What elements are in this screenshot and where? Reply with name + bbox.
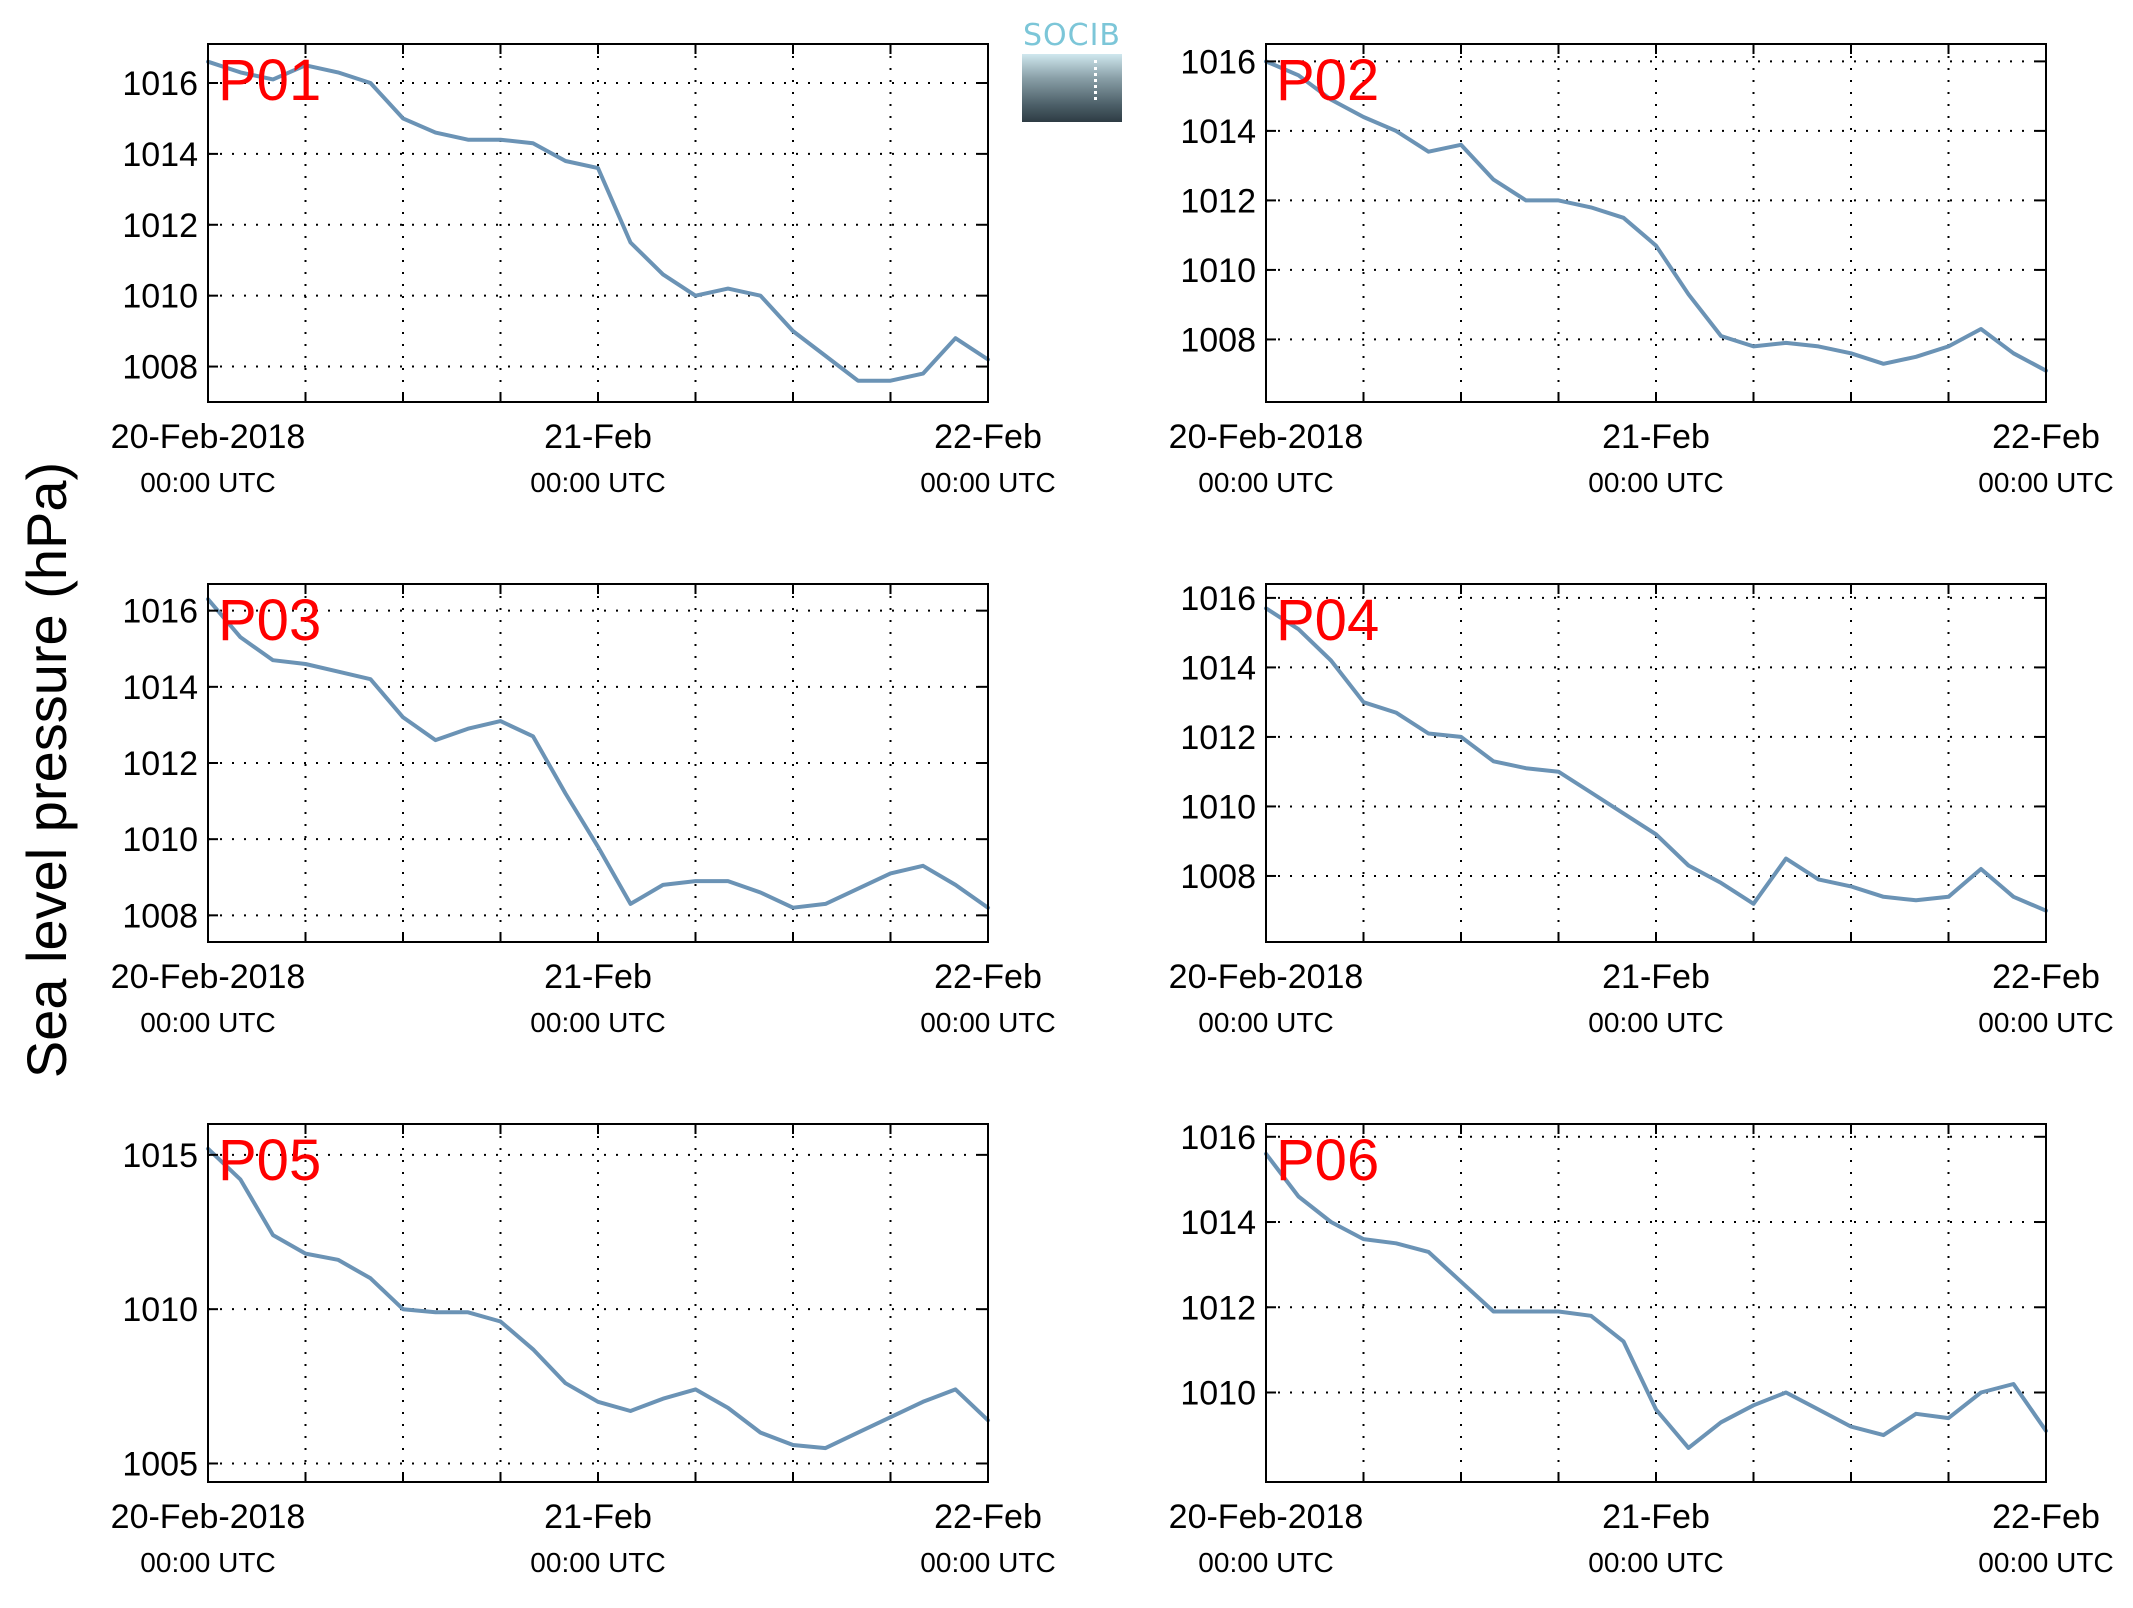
x-tick-time-label: 00:00 UTC — [530, 467, 665, 498]
y-tick-label: 1016 — [1180, 580, 1256, 618]
logo-graphic — [1022, 54, 1122, 122]
y-tick-label: 1014 — [122, 669, 198, 707]
x-tick-time-label: 00:00 UTC — [920, 1007, 1055, 1038]
y-tick-label: 1014 — [122, 136, 198, 174]
plot-frame — [207, 583, 989, 943]
plot-frame — [207, 43, 989, 403]
y-tick-label: 1010 — [122, 278, 198, 316]
logo-dots — [1094, 60, 1097, 100]
x-tick-time-label: 00:00 UTC — [1588, 1547, 1723, 1578]
panel-p02: 1008 1010 1012 1014 1016 20-Feb-2018 00:00 UTC… — [1169, 43, 2114, 498]
x-tick-time-label: 00:00 UTC — [1588, 467, 1723, 498]
x-tick-label: 21-Feb — [1602, 1498, 1710, 1536]
x-tick-label: 22-Feb — [934, 958, 1042, 996]
y-tick-label: 1008 — [122, 349, 198, 387]
x-tick-time-label: 00:00 UTC — [920, 467, 1055, 498]
y-tick-label: 1012 — [122, 207, 198, 245]
x-tick-time-label: 00:00 UTC — [1198, 467, 1333, 498]
y-tick-label: 1014 — [1180, 1204, 1256, 1242]
series-line — [1264, 1151, 2048, 1450]
x-tick-label: 20-Feb-2018 — [111, 958, 306, 996]
x-tick-label: 22-Feb — [934, 418, 1042, 456]
y-axis-label: Sea level pressure (hPa) — [15, 462, 78, 1078]
panel-label: P01 — [218, 48, 321, 113]
x-tick-time-label: 00:00 UTC — [140, 467, 275, 498]
series-line — [206, 1146, 990, 1451]
x-tick-label: 22-Feb — [1992, 1498, 2100, 1536]
y-tick-label: 1016 — [122, 593, 198, 631]
y-tick-label: 1012 — [1180, 719, 1256, 757]
y-tick-label: 1016 — [1180, 1119, 1256, 1157]
x-tick-label: 22-Feb — [934, 1498, 1042, 1536]
y-tick-label: 1014 — [1180, 649, 1256, 687]
logo-text: SOCIB — [1022, 18, 1122, 53]
panel-label: P05 — [218, 1128, 321, 1193]
panel-label: P06 — [1276, 1128, 1379, 1193]
panel-p01: 1008 1010 1012 1014 1016 20-Feb-2018 00:00 UTC… — [111, 43, 1056, 498]
x-tick-label: 20-Feb-2018 — [1169, 958, 1364, 996]
y-tick-label: 1008 — [1180, 321, 1256, 359]
panel-p06: 1010 1012 1014 1016 20-Feb-2018 00:00 UTC 21-F… — [1169, 1119, 2114, 1578]
x-tick-label: 21-Feb — [544, 958, 652, 996]
y-tick-label: 1010 — [1180, 788, 1256, 826]
y-tick-label: 1010 — [122, 821, 198, 859]
x-tick-time-label: 00:00 UTC — [140, 1547, 275, 1578]
panel-label: P04 — [1276, 588, 1379, 653]
x-tick-time-label: 00:00 UTC — [1198, 1547, 1333, 1578]
x-tick-label: 20-Feb-2018 — [111, 418, 306, 456]
y-tick-label: 1016 — [1180, 43, 1256, 81]
x-tick-label: 21-Feb — [544, 1498, 652, 1536]
series-line — [1264, 606, 2048, 913]
panels: 1008 1010 1012 1014 1016 20-Feb-2018 00:00 UTC… — [111, 43, 2114, 1578]
x-tick-time-label: 00:00 UTC — [530, 1547, 665, 1578]
series-line — [1264, 59, 2048, 373]
x-tick-label: 22-Feb — [1992, 418, 2100, 456]
series-line — [206, 597, 990, 910]
panel-p05: 1005 1010 1015 20-Feb-2018 00:00 UTC 21-Feb 00… — [111, 1123, 1056, 1578]
y-tick-label: 1008 — [1180, 858, 1256, 896]
x-tick-time-label: 00:00 UTC — [1978, 1547, 2113, 1578]
x-tick-label: 22-Feb — [1992, 958, 2100, 996]
x-tick-label: 20-Feb-2018 — [111, 1498, 306, 1536]
panel-label: P02 — [1276, 48, 1379, 113]
x-tick-time-label: 00:00 UTC — [1978, 467, 2113, 498]
y-tick-label: 1012 — [122, 745, 198, 783]
y-tick-label: 1015 — [122, 1137, 198, 1175]
x-tick-label: 21-Feb — [1602, 958, 1710, 996]
panel-p03: 1008 1010 1012 1014 1016 20-Feb-2018 00:00 UTC… — [111, 583, 1056, 1038]
x-tick-label: 20-Feb-2018 — [1169, 418, 1364, 456]
x-tick-label: 21-Feb — [544, 418, 652, 456]
x-tick-time-label: 00:00 UTC — [1978, 1007, 2113, 1038]
x-tick-time-label: 00:00 UTC — [140, 1007, 275, 1038]
y-tick-label: 1012 — [1180, 1289, 1256, 1327]
panel-label: P03 — [218, 588, 321, 653]
plot-frame — [207, 1123, 989, 1483]
plot-frame — [1265, 1123, 2047, 1483]
y-tick-label: 1010 — [1180, 1375, 1256, 1413]
x-tick-label: 20-Feb-2018 — [1169, 1498, 1364, 1536]
y-tick-label: 1010 — [122, 1291, 198, 1329]
y-tick-label: 1016 — [122, 65, 198, 103]
plot-frame — [1265, 583, 2047, 943]
x-tick-time-label: 00:00 UTC — [920, 1547, 1055, 1578]
panel-p04: 1008 1010 1012 1014 1016 20-Feb-2018 00:00 UTC… — [1169, 580, 2114, 1038]
y-tick-label: 1012 — [1180, 182, 1256, 220]
x-tick-label: 21-Feb — [1602, 418, 1710, 456]
x-tick-time-label: 00:00 UTC — [1588, 1007, 1723, 1038]
x-tick-time-label: 00:00 UTC — [1198, 1007, 1333, 1038]
y-tick-label: 1008 — [122, 897, 198, 935]
plot-frame — [1265, 43, 2047, 403]
y-tick-label: 1014 — [1180, 113, 1256, 151]
series-line — [206, 59, 990, 383]
x-tick-time-label: 00:00 UTC — [530, 1007, 665, 1038]
socib-logo: SOCIB — [1022, 18, 1122, 122]
y-tick-label: 1010 — [1180, 252, 1256, 290]
y-tick-label: 1005 — [122, 1445, 198, 1483]
